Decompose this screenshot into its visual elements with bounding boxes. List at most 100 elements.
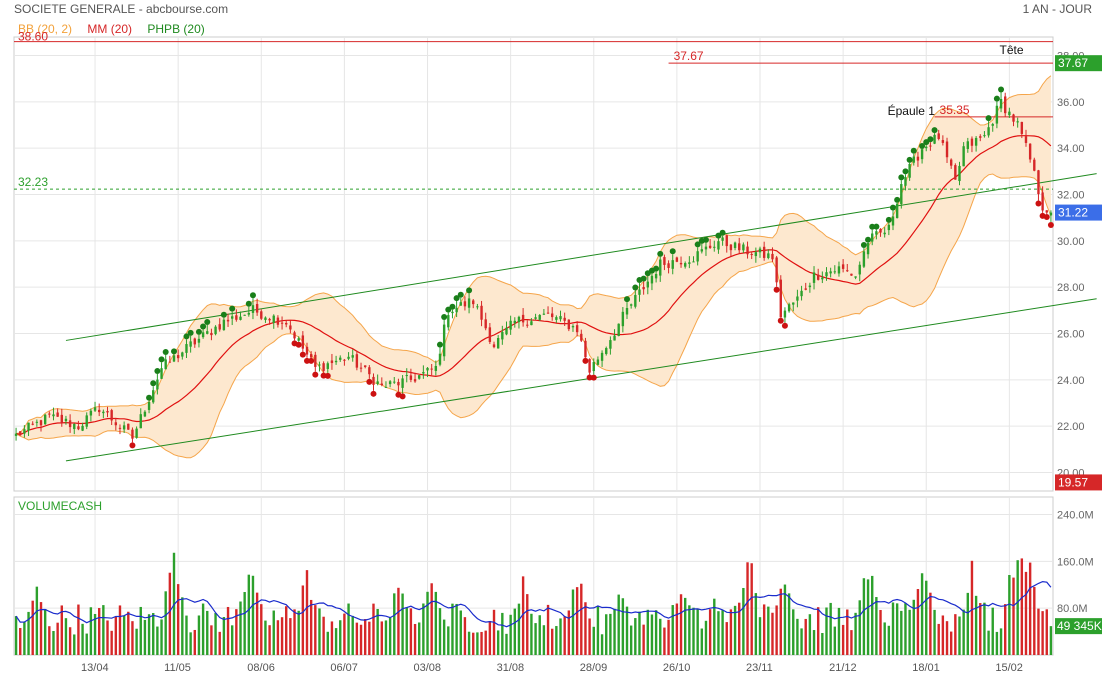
candle-body bbox=[642, 286, 645, 290]
candle-body bbox=[862, 251, 866, 267]
volume-bar bbox=[305, 570, 309, 655]
bollinger-band-area bbox=[16, 75, 1051, 458]
volume-bar bbox=[413, 623, 417, 655]
volume-bar bbox=[251, 575, 255, 655]
volume-bar bbox=[401, 593, 404, 655]
volume-bar bbox=[376, 608, 379, 655]
phpb-low-marker bbox=[1043, 213, 1050, 220]
candle-body bbox=[887, 224, 891, 231]
phpb-high-marker bbox=[998, 86, 1005, 93]
candle-body bbox=[156, 379, 159, 390]
volume-bar bbox=[355, 622, 359, 655]
candle-body bbox=[459, 302, 462, 306]
candle-body bbox=[1012, 114, 1015, 122]
volume-bar bbox=[621, 598, 625, 655]
volume-bar bbox=[89, 607, 93, 655]
candle-body bbox=[442, 324, 446, 357]
volume-bar bbox=[837, 607, 841, 655]
volume-bar bbox=[143, 619, 147, 655]
price-tick-label: 26.00 bbox=[1057, 328, 1085, 340]
min-price-tag-bg bbox=[1055, 474, 1102, 491]
volume-bar bbox=[164, 591, 167, 655]
candle-body bbox=[247, 312, 251, 315]
candle-body bbox=[696, 251, 699, 262]
candle-body bbox=[891, 216, 895, 226]
candle-body bbox=[1028, 143, 1032, 160]
candle-body bbox=[48, 413, 51, 415]
candle-body bbox=[505, 327, 508, 335]
phpb-low-marker bbox=[590, 374, 597, 381]
candle-body bbox=[771, 253, 774, 260]
volume-bar bbox=[974, 595, 978, 655]
volume-bar bbox=[875, 597, 878, 655]
candle-body bbox=[517, 316, 521, 323]
volume-bar bbox=[929, 592, 932, 655]
volume-bar bbox=[409, 608, 413, 655]
candle-body bbox=[571, 326, 575, 328]
volume-bar bbox=[156, 626, 159, 655]
candle-body bbox=[800, 290, 803, 297]
candle-body bbox=[679, 262, 683, 265]
candle-body bbox=[875, 231, 878, 235]
candle-body bbox=[900, 184, 903, 205]
candle-body bbox=[172, 355, 176, 362]
volume-bar bbox=[60, 605, 63, 655]
candle-body bbox=[858, 264, 861, 275]
candle-body bbox=[339, 357, 342, 360]
phpb-high-marker bbox=[457, 291, 464, 298]
candle-body bbox=[688, 262, 691, 264]
candle-body bbox=[93, 407, 97, 411]
volume-bar bbox=[555, 626, 558, 655]
volume-bar bbox=[347, 603, 350, 655]
candle-body bbox=[605, 348, 608, 354]
volume-bar bbox=[1041, 611, 1044, 655]
candle-body bbox=[127, 423, 130, 430]
candle-body bbox=[584, 340, 587, 358]
candle-body bbox=[912, 156, 915, 163]
phpb-low-marker bbox=[582, 357, 589, 364]
phpb-low-marker bbox=[366, 378, 373, 385]
volume-bar bbox=[945, 621, 949, 655]
candle-body bbox=[575, 325, 579, 333]
candle-body bbox=[729, 244, 733, 251]
volume-bar bbox=[796, 618, 799, 655]
volume-bar bbox=[176, 584, 180, 655]
moving-average-line bbox=[15, 135, 1052, 436]
price-tick-label: 32.00 bbox=[1057, 190, 1085, 202]
volume-bar bbox=[742, 587, 745, 655]
volume-bar bbox=[147, 614, 151, 655]
volume-bar bbox=[480, 631, 483, 655]
volume-bar bbox=[526, 594, 529, 655]
candle-body bbox=[193, 338, 196, 345]
candle-body bbox=[368, 367, 371, 375]
prev-close-label: 32.23 bbox=[18, 175, 48, 189]
candle-body bbox=[314, 354, 317, 367]
volume-bar bbox=[226, 606, 230, 655]
candle-body bbox=[326, 363, 329, 369]
phpb-high-marker bbox=[204, 318, 211, 325]
x-tick-label: 15/02 bbox=[995, 662, 1023, 674]
volume-bar bbox=[692, 607, 695, 655]
volume-bar bbox=[895, 603, 899, 655]
candle-body bbox=[721, 237, 724, 241]
candle-body bbox=[995, 105, 999, 124]
candle-body bbox=[629, 304, 633, 306]
phpb-high-marker bbox=[220, 311, 227, 318]
volume-bar bbox=[351, 615, 354, 655]
volume-bar bbox=[941, 615, 945, 655]
candle-body bbox=[181, 352, 184, 357]
candle-body bbox=[434, 365, 438, 371]
candle-body bbox=[683, 263, 687, 267]
volume-bar bbox=[160, 619, 163, 655]
candle-body bbox=[351, 355, 354, 358]
candle-body bbox=[846, 270, 849, 272]
phpb-high-marker bbox=[923, 139, 930, 146]
volume-bar bbox=[821, 633, 824, 655]
volume-bar bbox=[663, 627, 666, 655]
volume-bar bbox=[925, 580, 928, 655]
volume-bar bbox=[77, 604, 80, 655]
volume-bar bbox=[467, 631, 471, 655]
candle-body bbox=[492, 344, 496, 348]
candle-body bbox=[206, 331, 209, 334]
candle-body bbox=[1049, 212, 1053, 216]
